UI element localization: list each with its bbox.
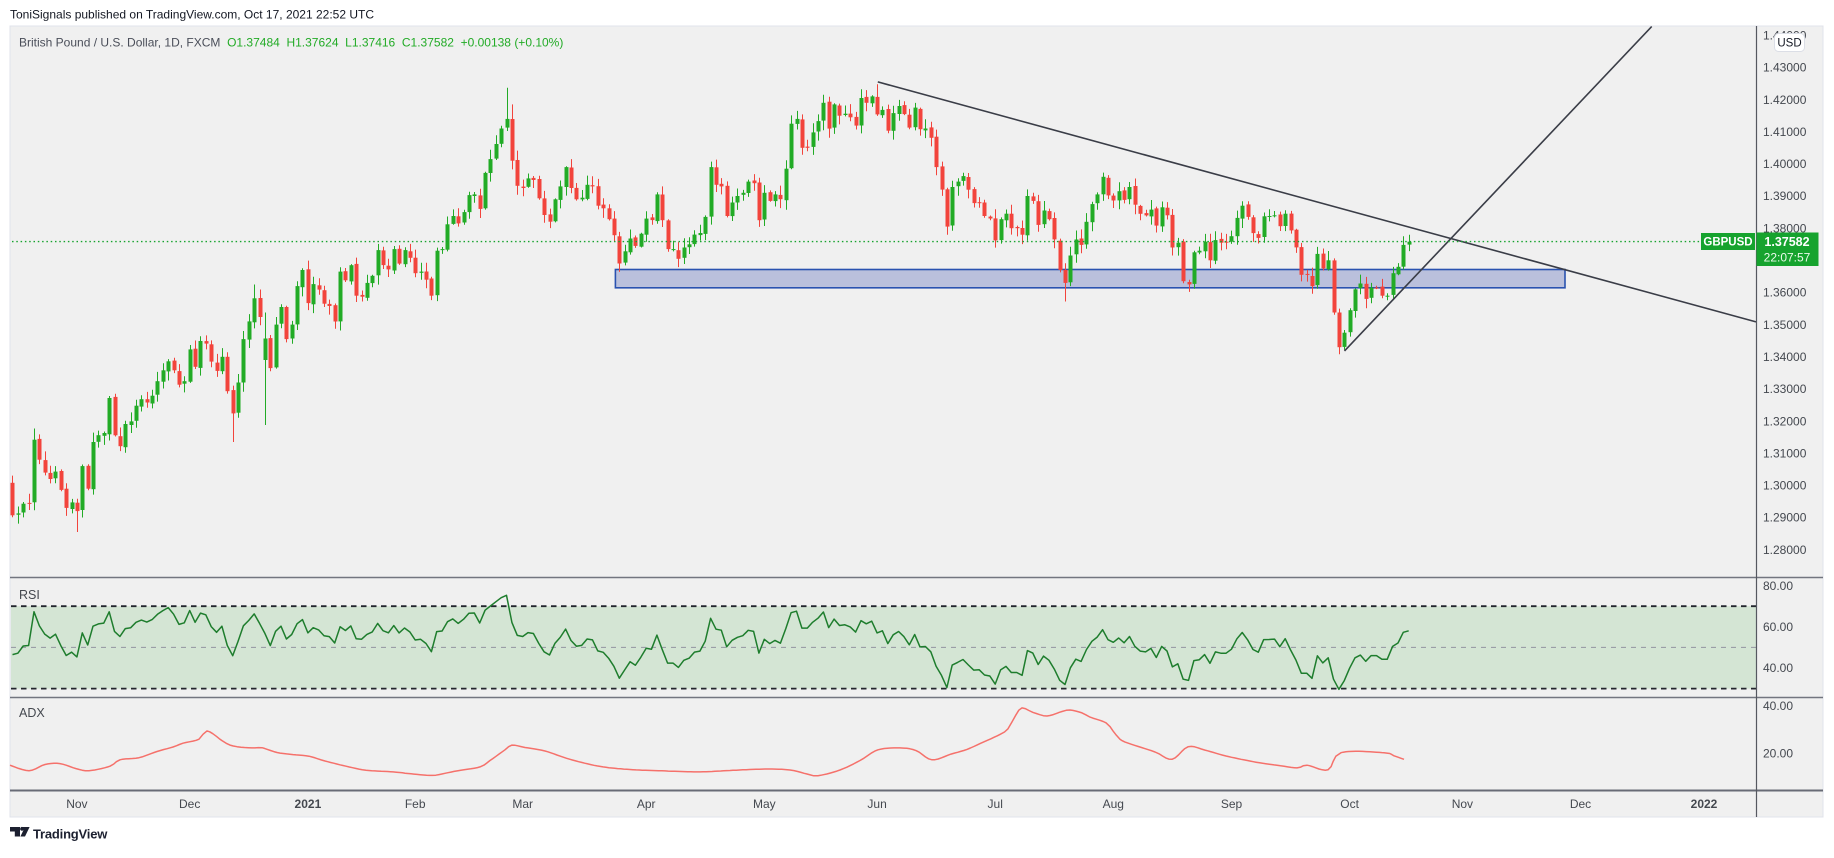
svg-text:60.00: 60.00: [1763, 620, 1793, 634]
svg-text:RSI: RSI: [19, 588, 40, 602]
svg-text:Jun: Jun: [867, 797, 886, 811]
svg-text:ToniSignals published on Tradi: ToniSignals published on TradingView.com…: [10, 8, 374, 22]
svg-text:Mar: Mar: [512, 797, 533, 811]
svg-text:GBPUSD: GBPUSD: [1703, 237, 1752, 249]
svg-text:1.43000: 1.43000: [1763, 61, 1807, 75]
svg-text:1.42000: 1.42000: [1763, 93, 1807, 107]
svg-text:Nov: Nov: [66, 797, 87, 811]
svg-text:Nov: Nov: [1452, 797, 1473, 811]
svg-text:1.34000: 1.34000: [1763, 350, 1807, 364]
svg-text:1.28000: 1.28000: [1763, 543, 1807, 557]
svg-text:Sep: Sep: [1221, 797, 1243, 811]
svg-text:1.33000: 1.33000: [1763, 382, 1807, 396]
svg-text:Feb: Feb: [405, 797, 426, 811]
svg-text:1.35000: 1.35000: [1763, 318, 1807, 332]
svg-text:1.37582: 1.37582: [1764, 235, 1809, 249]
svg-text:British Pound / U.S. Dollar, 1: British Pound / U.S. Dollar, 1D, FXCM O1…: [19, 36, 563, 50]
svg-text:ADX: ADX: [19, 706, 45, 720]
svg-text:May: May: [753, 797, 776, 811]
svg-text:1.29000: 1.29000: [1763, 511, 1807, 525]
svg-text:Aug: Aug: [1103, 797, 1124, 811]
svg-text:Apr: Apr: [637, 797, 656, 811]
svg-text:22:07:57: 22:07:57: [1764, 251, 1811, 265]
svg-text:Dec: Dec: [179, 797, 200, 811]
svg-text:1.41000: 1.41000: [1763, 125, 1807, 139]
svg-text:80.00: 80.00: [1763, 579, 1793, 593]
svg-text:2022: 2022: [1691, 797, 1718, 811]
svg-text:Dec: Dec: [1570, 797, 1591, 811]
svg-text:1.36000: 1.36000: [1763, 286, 1807, 300]
svg-text:Jul: Jul: [988, 797, 1003, 811]
svg-text:2021: 2021: [295, 797, 322, 811]
svg-text:40.00: 40.00: [1763, 699, 1793, 713]
svg-text:20.00: 20.00: [1763, 747, 1793, 761]
svg-text:1.30000: 1.30000: [1763, 479, 1807, 493]
svg-text:1.38000: 1.38000: [1763, 221, 1807, 235]
svg-text:USD: USD: [1777, 38, 1801, 50]
svg-text:1.31000: 1.31000: [1763, 446, 1807, 460]
svg-text:1.40000: 1.40000: [1763, 157, 1807, 171]
svg-text:1.39000: 1.39000: [1763, 189, 1807, 203]
svg-text:Oct: Oct: [1340, 797, 1359, 811]
svg-text:TradingView: TradingView: [33, 827, 108, 842]
svg-text:40.00: 40.00: [1763, 661, 1793, 675]
svg-text:1.32000: 1.32000: [1763, 414, 1807, 428]
